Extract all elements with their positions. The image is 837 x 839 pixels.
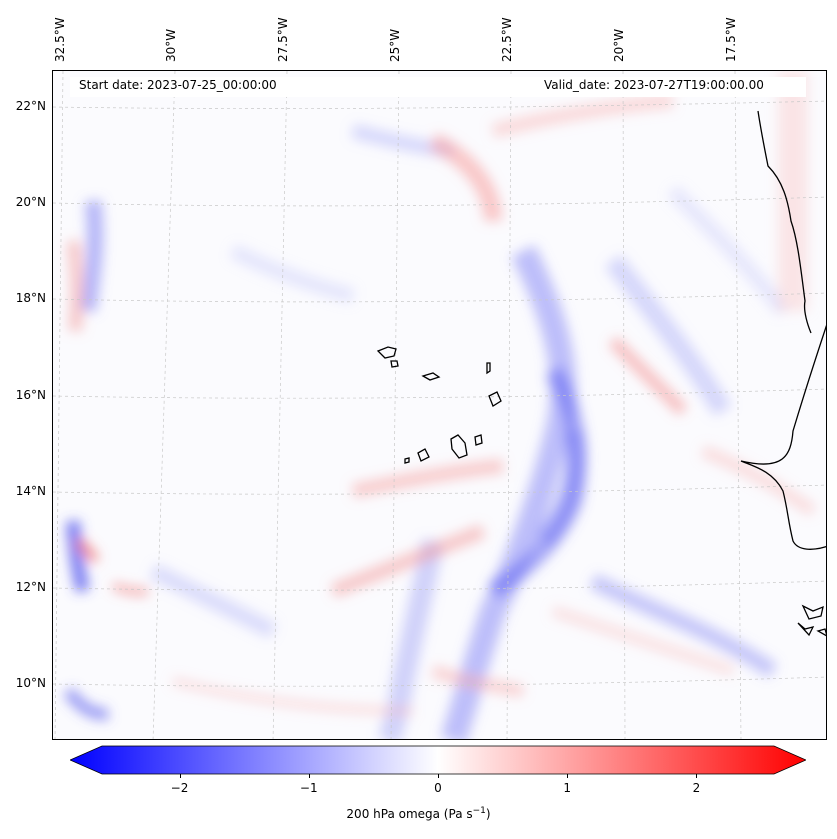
colorbar-tick-mark xyxy=(438,774,439,778)
lat-label: 22°N xyxy=(15,99,46,113)
lon-label: 20°W xyxy=(612,28,626,62)
coastline xyxy=(376,110,826,637)
lat-label: 16°N xyxy=(15,388,46,402)
island-maio xyxy=(474,434,483,446)
colorbar-variable: 200 hPa omega (Pa s xyxy=(346,807,473,821)
omega-contours xyxy=(63,71,817,739)
lat-label: 12°N xyxy=(15,580,46,594)
lat-label: 10°N xyxy=(15,676,46,690)
island-sal xyxy=(486,362,491,375)
lat-label: 18°N xyxy=(15,291,46,305)
island-brava xyxy=(404,457,410,464)
lon-label: 27.5°W xyxy=(276,17,290,62)
island-sao-vicente xyxy=(390,360,399,368)
colorbar-unit-close: ) xyxy=(485,807,491,821)
colorbar-body xyxy=(70,745,806,775)
lon-label: 25°W xyxy=(388,28,402,62)
colorbar-tick-mark xyxy=(308,774,310,778)
bijagos-islands xyxy=(797,604,826,637)
lat-label: 20°N xyxy=(15,195,46,209)
valid-date-label: Valid_date: 2023-07-27T19:00:00.00 xyxy=(544,78,764,92)
colorbar-tick-label: 2 xyxy=(692,781,701,795)
colorbar-label: 200 hPa omega (Pa s−1) xyxy=(0,806,837,821)
date-band xyxy=(70,77,806,97)
island-boa-vista xyxy=(488,391,502,407)
lat-label: 14°N xyxy=(15,484,46,498)
colorbar-tick-label: −2 xyxy=(170,781,189,795)
colorbar-tick-label: 0 xyxy=(434,781,442,795)
africa-coastline xyxy=(740,324,826,550)
lon-label: 32.5°W xyxy=(53,17,67,62)
island-fogo xyxy=(417,448,430,462)
colorbar-tick-mark xyxy=(696,774,698,778)
lon-label: 22.5°W xyxy=(500,17,514,62)
colorbar-unit-superscript: −1 xyxy=(472,806,486,816)
lon-label: 30°W xyxy=(164,28,178,62)
omega-field-map xyxy=(53,71,826,739)
africa-coastline-north xyxy=(757,110,812,334)
start-date-label: Start date: 2023-07-25_00:00:00 xyxy=(79,78,277,92)
colorbar-tick-mark xyxy=(179,774,181,778)
colorbar xyxy=(70,745,806,775)
lon-label: 17.5°W xyxy=(724,17,738,62)
colorbar-tick-mark xyxy=(567,774,569,778)
island-santiago xyxy=(450,434,468,459)
island-santo-antao xyxy=(376,346,397,359)
island-sao-nicolau xyxy=(421,372,441,381)
colorbar-tick-label: −1 xyxy=(299,781,318,795)
graticule xyxy=(53,71,826,739)
map-panel xyxy=(52,70,827,740)
colorbar-tick-label: 1 xyxy=(563,781,572,795)
